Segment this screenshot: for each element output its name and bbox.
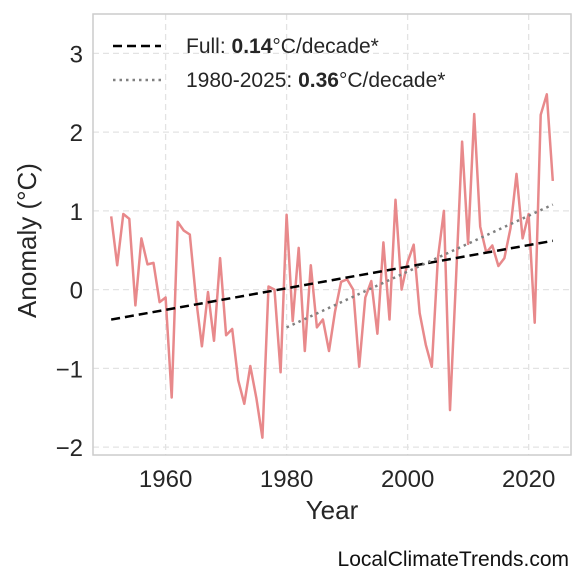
y-tick-label: 1: [70, 199, 83, 226]
legend: Full: 0.14°C/decade* 1980-2025: 0.36°C/de…: [113, 35, 445, 92]
x-tick-label: 2000: [381, 466, 434, 493]
x-tick-labels: 1960 1980 2000 2020: [139, 466, 555, 493]
full-trend-line: [110, 239, 554, 321]
watermark: LocalClimateTrends.com: [337, 548, 569, 571]
y-tick-label: 0: [70, 278, 83, 305]
x-axis-label: Year: [306, 495, 359, 525]
legend-label: Full: 0.14°C/decade*: [186, 35, 379, 58]
trend-layer: [110, 203, 554, 329]
anomaly-series-line: [109, 93, 555, 439]
series-layer: [109, 93, 555, 439]
y-tick-label: 2: [70, 120, 83, 147]
legend-label: 1980-2025: 0.36°C/decade*: [186, 69, 445, 92]
y-axis-label: Anomaly (°C): [12, 163, 42, 318]
y-tick-label: 3: [70, 41, 83, 68]
y-tick-labels: −2 −1 0 1 2 3: [56, 41, 83, 462]
x-tick-label: 1980: [260, 466, 313, 493]
x-tick-label: 1960: [139, 466, 192, 493]
y-tick-label: −2: [56, 435, 83, 462]
plot-frame: [92, 13, 572, 456]
y-tick-label: −1: [56, 356, 83, 383]
x-tick-label: 2020: [502, 466, 555, 493]
